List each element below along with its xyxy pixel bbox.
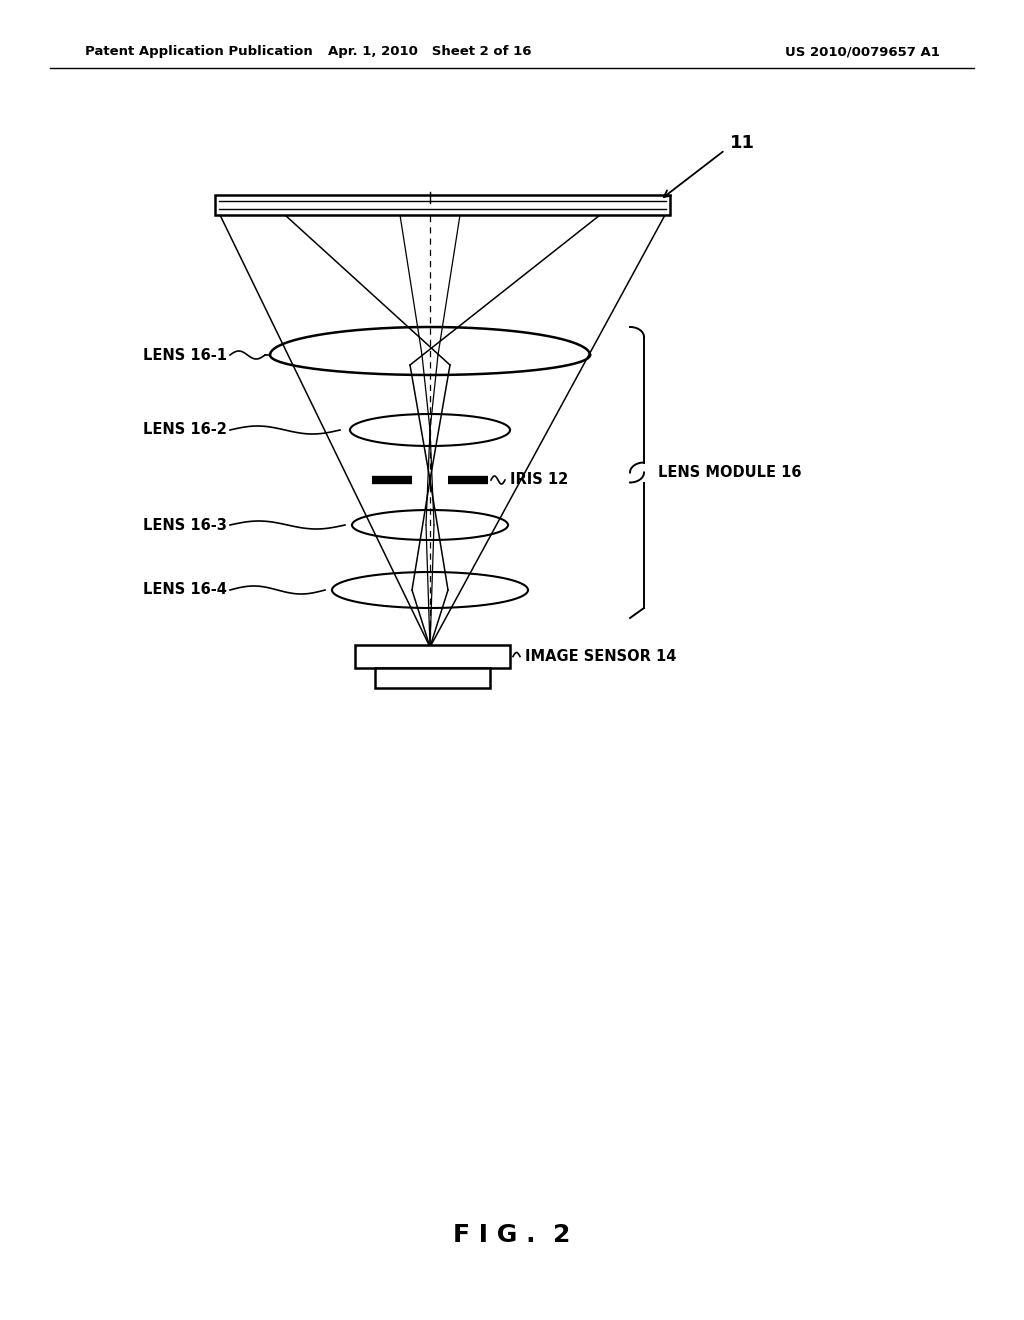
Text: LENS 16-4: LENS 16-4 — [143, 582, 227, 598]
Text: LENS 16-2: LENS 16-2 — [143, 422, 227, 437]
Bar — [355, 645, 510, 668]
Text: IRIS 12: IRIS 12 — [510, 473, 568, 487]
Text: US 2010/0079657 A1: US 2010/0079657 A1 — [785, 45, 940, 58]
Text: LENS 16-1: LENS 16-1 — [143, 347, 227, 363]
Text: LENS 16-3: LENS 16-3 — [143, 517, 227, 532]
Text: Apr. 1, 2010   Sheet 2 of 16: Apr. 1, 2010 Sheet 2 of 16 — [329, 45, 531, 58]
Text: 11: 11 — [730, 135, 755, 152]
Text: Patent Application Publication: Patent Application Publication — [85, 45, 312, 58]
Text: F I G .  2: F I G . 2 — [454, 1224, 570, 1247]
Text: IMAGE SENSOR 14: IMAGE SENSOR 14 — [525, 649, 677, 664]
Text: LENS MODULE 16: LENS MODULE 16 — [658, 465, 802, 480]
Bar — [215, 195, 670, 215]
Bar — [375, 668, 490, 688]
